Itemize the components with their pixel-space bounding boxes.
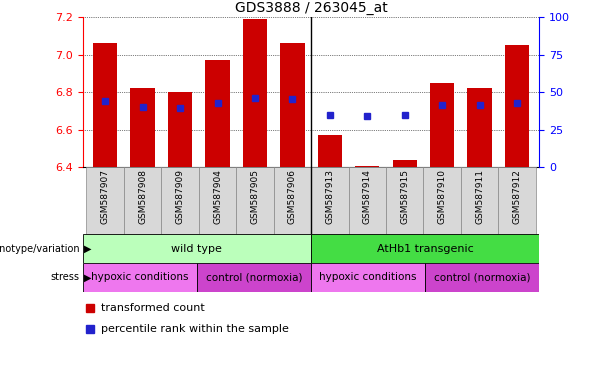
Bar — [425, 263, 539, 292]
Text: control (normoxia): control (normoxia) — [434, 272, 531, 283]
Text: GSM587912: GSM587912 — [512, 169, 522, 224]
Text: transformed count: transformed count — [101, 303, 205, 313]
Text: GSM587913: GSM587913 — [326, 169, 334, 224]
Text: GSM587904: GSM587904 — [213, 169, 222, 224]
Bar — [311, 167, 349, 234]
Text: GSM587911: GSM587911 — [475, 169, 484, 224]
Text: stress: stress — [51, 272, 80, 283]
Bar — [349, 167, 386, 234]
Text: GSM587905: GSM587905 — [251, 169, 259, 224]
Bar — [386, 167, 424, 234]
Bar — [273, 167, 311, 234]
Text: GSM587914: GSM587914 — [363, 169, 371, 224]
Title: GDS3888 / 263045_at: GDS3888 / 263045_at — [235, 1, 387, 15]
Bar — [197, 263, 311, 292]
Bar — [243, 19, 267, 167]
Text: GSM587909: GSM587909 — [175, 169, 185, 224]
Text: GSM587906: GSM587906 — [288, 169, 297, 224]
Bar — [205, 60, 230, 167]
Bar — [93, 43, 117, 167]
Bar — [461, 167, 498, 234]
Text: GSM587910: GSM587910 — [438, 169, 447, 224]
Bar — [199, 167, 236, 234]
Text: hypoxic conditions: hypoxic conditions — [91, 272, 189, 283]
Bar — [131, 88, 155, 167]
Bar — [83, 263, 197, 292]
Text: ▶: ▶ — [84, 272, 91, 283]
Text: hypoxic conditions: hypoxic conditions — [319, 272, 417, 283]
Text: wild type: wild type — [172, 243, 223, 254]
Bar — [83, 234, 311, 263]
Bar — [311, 263, 425, 292]
Bar — [280, 43, 305, 167]
Bar — [430, 83, 454, 167]
Bar — [161, 167, 199, 234]
Text: genotype/variation: genotype/variation — [0, 243, 80, 254]
Bar — [318, 135, 342, 167]
Bar — [168, 92, 192, 167]
Text: GSM587908: GSM587908 — [138, 169, 147, 224]
Text: AtHb1 transgenic: AtHb1 transgenic — [377, 243, 474, 254]
Bar — [86, 167, 124, 234]
Bar — [505, 45, 529, 167]
Text: GSM587907: GSM587907 — [101, 169, 110, 224]
Bar — [124, 167, 161, 234]
Bar — [467, 88, 492, 167]
Bar — [236, 167, 273, 234]
Bar — [392, 160, 417, 167]
Bar — [498, 167, 536, 234]
Bar — [424, 167, 461, 234]
Text: control (normoxia): control (normoxia) — [206, 272, 302, 283]
Bar — [311, 234, 539, 263]
Text: percentile rank within the sample: percentile rank within the sample — [101, 324, 289, 334]
Text: ▶: ▶ — [84, 243, 91, 254]
Text: GSM587915: GSM587915 — [400, 169, 409, 224]
